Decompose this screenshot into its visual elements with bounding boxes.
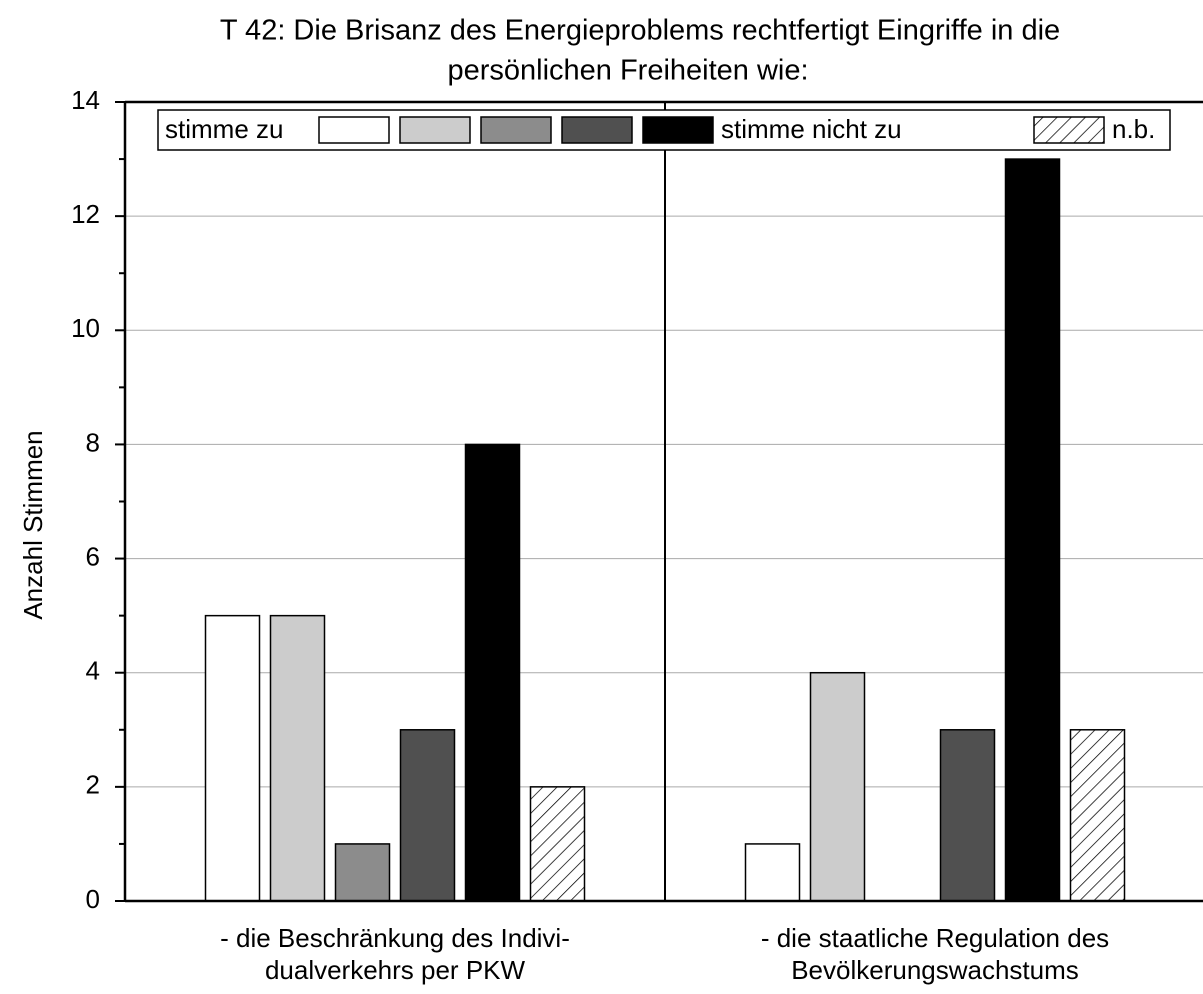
bar xyxy=(399,729,456,902)
legend-swatch xyxy=(318,116,390,144)
legend-swatch xyxy=(1033,116,1105,144)
legend-label: stimme nicht zu xyxy=(721,114,902,144)
bar xyxy=(1069,729,1126,902)
legend-swatch xyxy=(561,116,633,144)
x-tick-label: - die Beschränkung des Indivi- xyxy=(220,923,570,953)
y-tick-label: 12 xyxy=(71,199,100,229)
bar xyxy=(464,443,521,902)
bar xyxy=(334,843,391,902)
bar xyxy=(269,614,326,902)
bar xyxy=(939,729,996,902)
x-tick-label: Bevölkerungswachstums xyxy=(791,955,1079,985)
bar xyxy=(204,614,261,902)
y-tick-label: 2 xyxy=(86,770,100,800)
x-tick-label: - die staatliche Regulation des xyxy=(761,923,1109,953)
bar xyxy=(744,843,801,902)
y-tick-label: 0 xyxy=(86,884,100,914)
legend-swatch xyxy=(642,116,714,144)
legend-swatch xyxy=(480,116,552,144)
bar xyxy=(1004,158,1061,902)
y-tick-label: 4 xyxy=(86,656,100,686)
bar xyxy=(809,671,866,902)
bar xyxy=(529,786,586,902)
y-tick-label: 14 xyxy=(71,85,100,115)
chart-title: T 42: Die Brisanz des Energieproblems re… xyxy=(220,15,1060,47)
legend-swatch xyxy=(399,116,471,144)
y-tick-label: 8 xyxy=(86,427,100,457)
y-axis-label: Anzahl Stimmen xyxy=(18,430,48,619)
y-tick-label: 10 xyxy=(71,313,100,343)
y-tick-label: 6 xyxy=(86,541,100,571)
legend-label: n.b. xyxy=(1112,114,1155,144)
legend-label: stimme zu xyxy=(165,114,283,144)
x-tick-label: dualverkehrs per PKW xyxy=(265,955,526,985)
chart-title: persönlichen Freiheiten wie: xyxy=(447,55,808,87)
